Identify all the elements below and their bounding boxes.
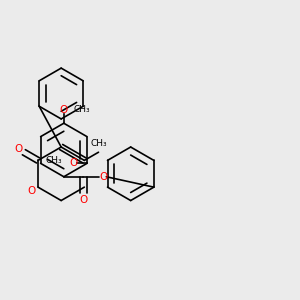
Text: O: O — [99, 172, 107, 182]
Text: O: O — [28, 186, 36, 196]
Text: O: O — [15, 144, 23, 154]
Text: O: O — [79, 195, 87, 205]
Text: CH₃: CH₃ — [73, 105, 90, 114]
Text: CH₃: CH₃ — [90, 139, 107, 148]
Text: O: O — [70, 158, 78, 168]
Text: CH₃: CH₃ — [45, 156, 62, 165]
Text: O: O — [60, 105, 68, 115]
